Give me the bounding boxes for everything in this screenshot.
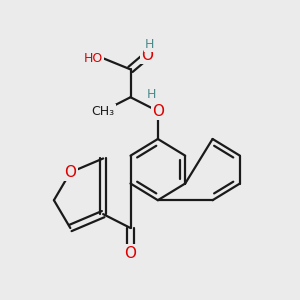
- Text: H: H: [147, 88, 156, 101]
- Text: O: O: [124, 246, 136, 261]
- Text: O: O: [64, 165, 76, 180]
- Text: CH₃: CH₃: [92, 105, 115, 118]
- Text: O: O: [141, 48, 153, 63]
- Text: O: O: [152, 103, 164, 118]
- Text: H: H: [145, 38, 154, 51]
- Text: HO: HO: [84, 52, 103, 65]
